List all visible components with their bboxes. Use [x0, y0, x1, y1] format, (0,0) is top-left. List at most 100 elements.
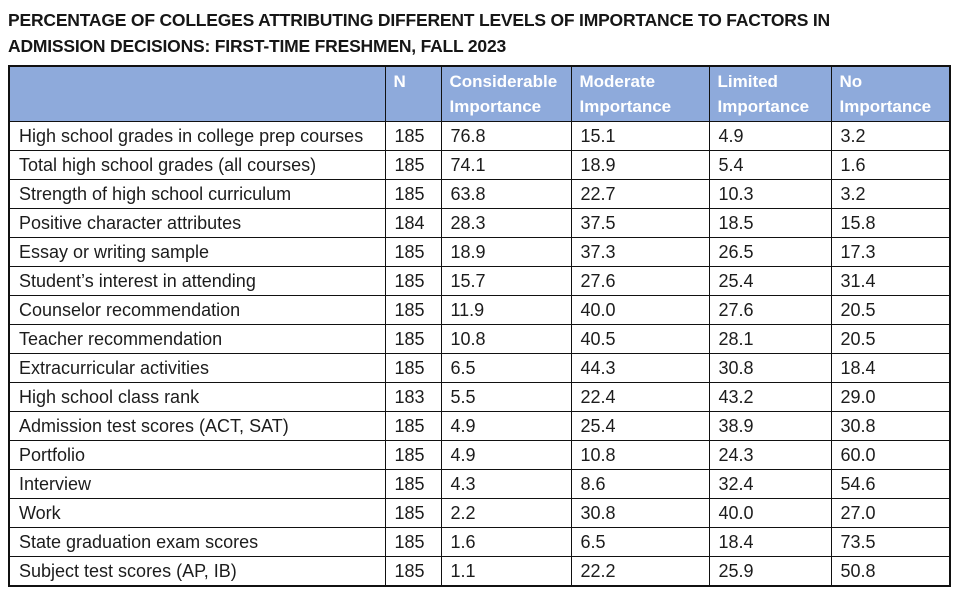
no-importance-cell: 60.0	[830, 440, 951, 470]
no-importance-cell: 31.4	[830, 266, 951, 296]
moderate-importance-cell: 10.8	[570, 440, 710, 470]
moderate-importance-cell: 37.5	[570, 208, 710, 238]
considerable-importance-cell: 4.3	[440, 469, 572, 499]
no-importance-cell: 54.6	[830, 469, 951, 499]
table-row: Subject test scores (AP, IB) 185 1.1 22.…	[8, 556, 951, 587]
n-cell: 185	[384, 353, 442, 383]
table-row: Essay or writing sample 185 18.9 37.3 26…	[8, 237, 951, 267]
limited-importance-cell: 18.5	[708, 208, 832, 238]
limited-importance-cell: 25.9	[708, 556, 832, 587]
no-importance-cell: 1.6	[830, 150, 951, 180]
n-cell: 185	[384, 411, 442, 441]
factor-cell: Interview	[8, 469, 386, 499]
moderate-importance-cell: 27.6	[570, 266, 710, 296]
table-row: High school grades in college prep cours…	[8, 121, 951, 151]
considerable-importance-cell: 10.8	[440, 324, 572, 354]
n-cell: 185	[384, 237, 442, 267]
considerable-importance-cell: 63.8	[440, 179, 572, 209]
n-cell: 185	[384, 527, 442, 557]
limited-importance-cell: 27.6	[708, 295, 832, 325]
header-no-importance: No Importance	[830, 65, 951, 122]
moderate-importance-cell: 22.4	[570, 382, 710, 412]
factor-cell: Extracurricular activities	[8, 353, 386, 383]
considerable-importance-cell: 11.9	[440, 295, 572, 325]
n-cell: 185	[384, 150, 442, 180]
table-row: State graduation exam scores 185 1.6 6.5…	[8, 527, 951, 557]
considerable-importance-cell: 5.5	[440, 382, 572, 412]
n-cell: 184	[384, 208, 442, 238]
moderate-importance-cell: 40.5	[570, 324, 710, 354]
factor-cell: Subject test scores (AP, IB)	[8, 556, 386, 587]
n-cell: 185	[384, 440, 442, 470]
table-row: Strength of high school curriculum 185 6…	[8, 179, 951, 209]
considerable-importance-cell: 15.7	[440, 266, 572, 296]
factor-cell: Admission test scores (ACT, SAT)	[8, 411, 386, 441]
considerable-importance-cell: 4.9	[440, 411, 572, 441]
header-limited-importance: Limited Importance	[708, 65, 832, 122]
no-importance-cell: 3.2	[830, 121, 951, 151]
moderate-importance-cell: 25.4	[570, 411, 710, 441]
admission-factors-table: N Considerable Importance Moderate Impor…	[8, 65, 951, 587]
header-n: N	[384, 65, 442, 122]
table-row: High school class rank 183 5.5 22.4 43.2…	[8, 382, 951, 412]
table-row: Teacher recommendation 185 10.8 40.5 28.…	[8, 324, 951, 354]
no-importance-cell: 20.5	[830, 324, 951, 354]
no-importance-cell: 3.2	[830, 179, 951, 209]
table-row: Counselor recommendation 185 11.9 40.0 2…	[8, 295, 951, 325]
no-importance-cell: 27.0	[830, 498, 951, 528]
considerable-importance-cell: 1.6	[440, 527, 572, 557]
table-title-line2: ADMISSION DECISIONS: FIRST-TIME FRESHMEN…	[8, 36, 507, 56]
limited-importance-cell: 38.9	[708, 411, 832, 441]
considerable-importance-cell: 6.5	[440, 353, 572, 383]
no-importance-cell: 50.8	[830, 556, 951, 587]
factor-cell: Total high school grades (all courses)	[8, 150, 386, 180]
factor-cell: Student’s interest in attending	[8, 266, 386, 296]
limited-importance-cell: 25.4	[708, 266, 832, 296]
considerable-importance-cell: 18.9	[440, 237, 572, 267]
table-title: PERCENTAGE OF COLLEGES ATTRIBUTING DIFFE…	[8, 7, 960, 59]
moderate-importance-cell: 37.3	[570, 237, 710, 267]
table-header-row: N Considerable Importance Moderate Impor…	[8, 65, 951, 122]
limited-importance-cell: 43.2	[708, 382, 832, 412]
considerable-importance-cell: 4.9	[440, 440, 572, 470]
limited-importance-cell: 40.0	[708, 498, 832, 528]
moderate-importance-cell: 8.6	[570, 469, 710, 499]
header-moderate-importance: Moderate Importance	[570, 65, 710, 122]
moderate-importance-cell: 22.2	[570, 556, 710, 587]
considerable-importance-cell: 28.3	[440, 208, 572, 238]
factor-cell: Teacher recommendation	[8, 324, 386, 354]
header-considerable-importance: Considerable Importance	[440, 65, 572, 122]
n-cell: 185	[384, 469, 442, 499]
considerable-importance-cell: 2.2	[440, 498, 572, 528]
moderate-importance-cell: 30.8	[570, 498, 710, 528]
considerable-importance-cell: 74.1	[440, 150, 572, 180]
n-cell: 185	[384, 121, 442, 151]
n-cell: 183	[384, 382, 442, 412]
factor-cell: Positive character attributes	[8, 208, 386, 238]
moderate-importance-cell: 15.1	[570, 121, 710, 151]
factor-cell: High school class rank	[8, 382, 386, 412]
limited-importance-cell: 18.4	[708, 527, 832, 557]
header-factor	[8, 65, 386, 122]
n-cell: 185	[384, 324, 442, 354]
limited-importance-cell: 28.1	[708, 324, 832, 354]
table-row: Positive character attributes 184 28.3 3…	[8, 208, 951, 238]
moderate-importance-cell: 18.9	[570, 150, 710, 180]
no-importance-cell: 30.8	[830, 411, 951, 441]
limited-importance-cell: 26.5	[708, 237, 832, 267]
n-cell: 185	[384, 498, 442, 528]
table-row: Portfolio 185 4.9 10.8 24.3 60.0	[8, 440, 951, 470]
no-importance-cell: 29.0	[830, 382, 951, 412]
moderate-importance-cell: 22.7	[570, 179, 710, 209]
moderate-importance-cell: 6.5	[570, 527, 710, 557]
factor-cell: Work	[8, 498, 386, 528]
no-importance-cell: 20.5	[830, 295, 951, 325]
n-cell: 185	[384, 295, 442, 325]
table-row: Work 185 2.2 30.8 40.0 27.0	[8, 498, 951, 528]
n-cell: 185	[384, 179, 442, 209]
limited-importance-cell: 4.9	[708, 121, 832, 151]
moderate-importance-cell: 40.0	[570, 295, 710, 325]
limited-importance-cell: 32.4	[708, 469, 832, 499]
table-row: Interview 185 4.3 8.6 32.4 54.6	[8, 469, 951, 499]
table-title-line1: PERCENTAGE OF COLLEGES ATTRIBUTING DIFFE…	[8, 10, 830, 30]
